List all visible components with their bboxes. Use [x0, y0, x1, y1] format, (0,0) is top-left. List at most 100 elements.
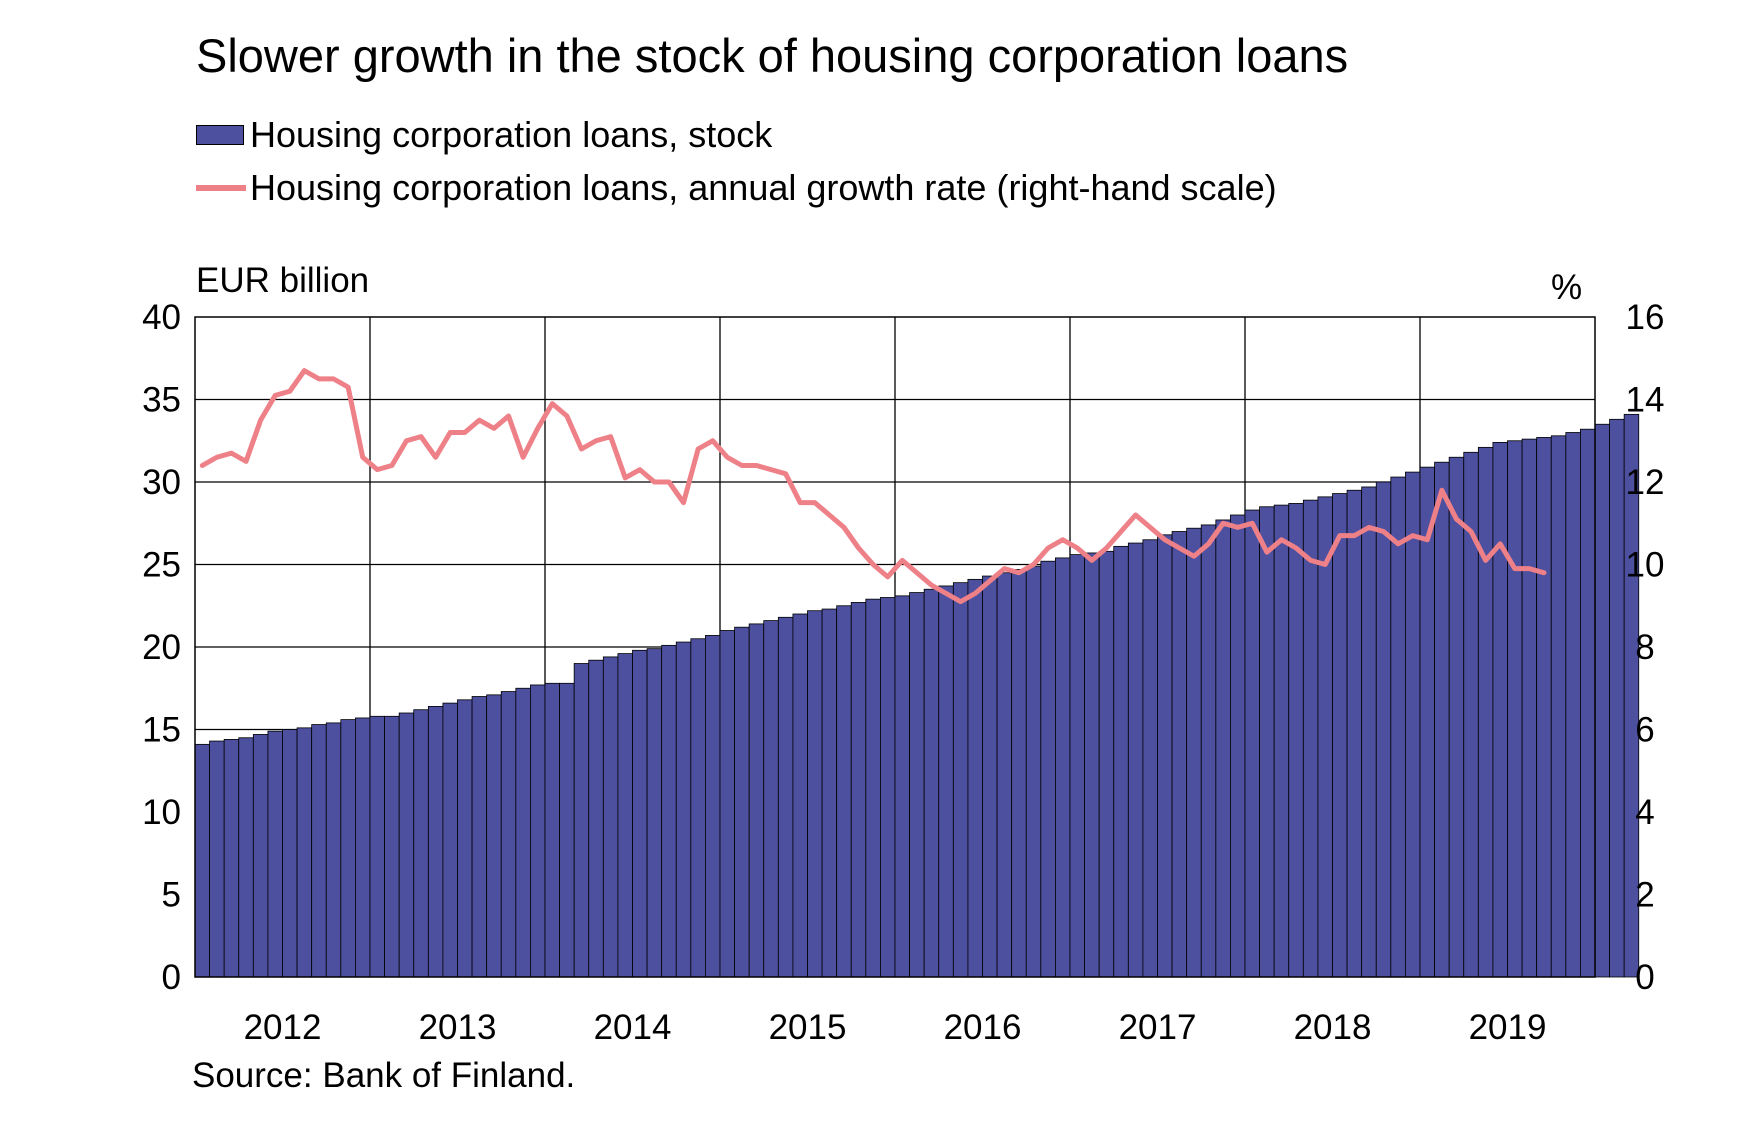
- bar: [923, 588, 940, 978]
- bar: [252, 734, 269, 978]
- bar: [1565, 432, 1581, 978]
- bar: [938, 585, 954, 978]
- bar: [1361, 486, 1377, 978]
- left-axis-unit: EUR billion: [196, 261, 370, 300]
- bar: [1623, 413, 1640, 978]
- x-axis-tick-label: 2013: [419, 1008, 497, 1047]
- left-axis-tick-label: 20: [142, 628, 181, 667]
- bar: [559, 682, 575, 978]
- bar: [1405, 471, 1421, 978]
- line-series: [199, 368, 1547, 605]
- bar: [1507, 440, 1523, 978]
- left-axis-tick-label: 30: [142, 463, 181, 502]
- legend-label-growth: Housing corporation loans, annual growth…: [250, 167, 1277, 208]
- x-axis-tick-label: 2016: [944, 1008, 1022, 1047]
- bar: [792, 613, 808, 978]
- bar: [1477, 446, 1494, 978]
- tick-labels: 0 5 10 15 20 25 30 35 40 0 2 4 6 8 10 12 14 16 2012 2013 201…: [142, 298, 1664, 1047]
- bar: [471, 696, 488, 978]
- bar: [880, 597, 896, 978]
- bar: [1594, 423, 1610, 978]
- bar: [1230, 514, 1246, 978]
- bar: [952, 582, 969, 978]
- bar: [355, 717, 371, 978]
- bar: [413, 709, 429, 978]
- bar: [1609, 418, 1625, 978]
- bar: [1011, 569, 1027, 978]
- right-axis-tick-label: 2: [1635, 876, 1654, 915]
- bar: [530, 684, 546, 978]
- bar: [661, 644, 677, 978]
- bar: [763, 620, 779, 978]
- right-axis-tick-label: 0: [1635, 958, 1654, 997]
- bar: [1127, 542, 1144, 978]
- bar: [617, 653, 633, 978]
- bar: [1390, 476, 1406, 978]
- bar: [1171, 531, 1188, 978]
- bar: [194, 743, 210, 978]
- growth-rate-line: [199, 368, 1547, 605]
- bar: [1113, 545, 1129, 978]
- bar: [500, 691, 517, 978]
- bar: [1025, 565, 1042, 978]
- right-axis-tick-label: 10: [1626, 546, 1665, 585]
- legend-swatch-line: [196, 185, 246, 191]
- x-axis-tick-label: 2017: [1119, 1008, 1197, 1047]
- right-axis-tick-label: 4: [1635, 793, 1654, 832]
- bar: [1419, 466, 1435, 978]
- bar: [1084, 552, 1100, 978]
- bar: [223, 739, 240, 978]
- bar: [982, 575, 998, 978]
- bar: [719, 630, 735, 978]
- x-axis-tick-label: 2018: [1294, 1008, 1372, 1047]
- bar: [909, 592, 925, 978]
- bar: [1332, 493, 1348, 978]
- legend-swatch-bar: [196, 125, 244, 145]
- right-axis-tick-label: 8: [1635, 628, 1654, 667]
- bar: [807, 610, 823, 978]
- plot-frame: [194, 316, 1596, 978]
- bar: [894, 595, 910, 978]
- bar: [777, 616, 794, 978]
- bar: [1536, 437, 1552, 978]
- bar: [996, 572, 1013, 978]
- bar: [705, 635, 721, 978]
- bar: [734, 626, 750, 978]
- bar: [340, 719, 356, 978]
- bar: [238, 737, 254, 978]
- chart-title: Slower growth in the stock of housing co…: [196, 29, 1349, 82]
- bar: [632, 649, 648, 978]
- right-axis-tick-label: 14: [1626, 381, 1665, 420]
- x-axis-tick-label: 2015: [769, 1008, 847, 1047]
- bar: [1142, 539, 1158, 978]
- bar: [369, 715, 385, 978]
- bar: [384, 715, 400, 978]
- bar: [515, 687, 531, 978]
- bar: [1317, 496, 1333, 978]
- legend-label-stock: Housing corporation loans, stock: [250, 114, 773, 155]
- bar: [1521, 438, 1538, 978]
- bar: [1259, 506, 1275, 978]
- bar: [690, 638, 706, 978]
- bar: [967, 578, 983, 978]
- x-axis-tick-label: 2019: [1469, 1008, 1547, 1047]
- bar: [1069, 554, 1085, 978]
- bar: [1346, 489, 1363, 978]
- source-note: Source: Bank of Finland.: [192, 1056, 576, 1095]
- bar: [398, 712, 415, 978]
- bar: [486, 694, 502, 978]
- bar: [296, 727, 313, 978]
- bar: [1448, 456, 1465, 978]
- left-axis-tick-label: 0: [162, 958, 181, 997]
- bar: [1157, 534, 1173, 978]
- bar: [1186, 527, 1202, 978]
- bar: [1492, 441, 1508, 978]
- bar: [1055, 557, 1071, 978]
- bar: [646, 648, 663, 978]
- bar: [675, 641, 692, 978]
- bar: [1434, 461, 1450, 978]
- bar-series: [194, 413, 1640, 978]
- bar: [1273, 504, 1290, 978]
- bar: [1580, 428, 1596, 978]
- right-axis-tick-label: 16: [1626, 298, 1665, 337]
